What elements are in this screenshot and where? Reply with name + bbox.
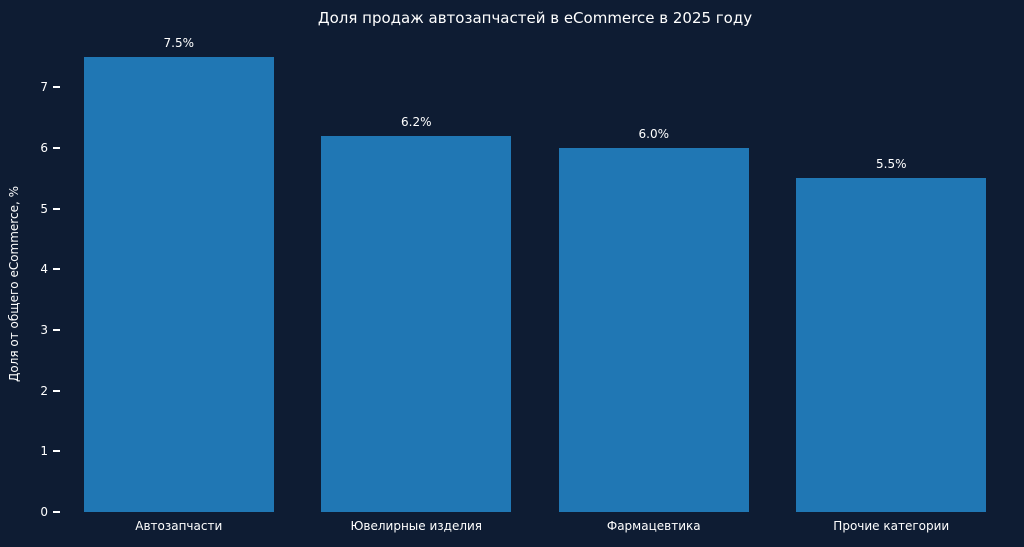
y-tick: 7 [40, 80, 60, 94]
y-tick-label: 0 [40, 505, 48, 519]
x-tick-label: Фармацевтика [606, 519, 701, 533]
bar-4 [796, 178, 987, 512]
y-tick-mark [53, 147, 60, 149]
y-tick: 5 [40, 202, 60, 216]
x-tick-label: Автозапчасти [135, 519, 223, 533]
bar-3 [558, 148, 749, 512]
y-tick-mark [53, 86, 60, 89]
x-tick-label: Прочие категории [833, 519, 950, 533]
y-tick-label: 4 [40, 262, 48, 277]
plot-area: 7.5% 6.2% 6.0% 5.5% [60, 36, 1011, 512]
bar-value-label: 5.5% [876, 157, 907, 172]
y-tick-label: 6 [40, 141, 48, 155]
y-tick-label: 5 [40, 201, 48, 216]
y-tick: 6 [40, 141, 60, 155]
bar-2 [321, 135, 512, 512]
bar-value-label: 6.0% [638, 127, 670, 141]
y-tick-mark [53, 450, 60, 453]
y-tick: 0 [40, 505, 60, 519]
y-tick-mark [53, 329, 60, 331]
y-tick: 1 [40, 444, 60, 458]
bar-value-label: 7.5% [163, 36, 195, 50]
y-axis: 0 1 2 3 4 5 6 7 [0, 0, 60, 547]
y-tick-label: 1 [40, 444, 48, 459]
y-tick-mark [53, 389, 60, 392]
y-tick: 2 [40, 384, 60, 398]
x-axis: Автозапчасти Ювелирные изделия Фармацевтик… [60, 519, 1010, 533]
bar-slot: 7.5% [60, 36, 298, 512]
y-tick-mark [53, 268, 60, 271]
y-tick: 4 [40, 262, 60, 276]
bar-slot: 6.2% [298, 57, 536, 512]
y-tick-label: 2 [40, 383, 48, 398]
y-tick-label: 7 [40, 80, 48, 95]
bar-value-label: 6.2% [401, 114, 432, 129]
y-tick: 3 [40, 323, 60, 337]
bar-slot: 6.0% [535, 57, 773, 512]
bar-1 [83, 57, 274, 512]
y-tick-label: 3 [40, 323, 48, 337]
y-tick-mark [53, 207, 60, 210]
chart-title: Доля продаж автозапчастей в eCommerce в … [317, 9, 753, 27]
y-tick-mark [53, 511, 60, 513]
x-tick-label: Ювелирные изделия [350, 519, 483, 533]
bar-slot: 5.5% [773, 57, 1011, 512]
